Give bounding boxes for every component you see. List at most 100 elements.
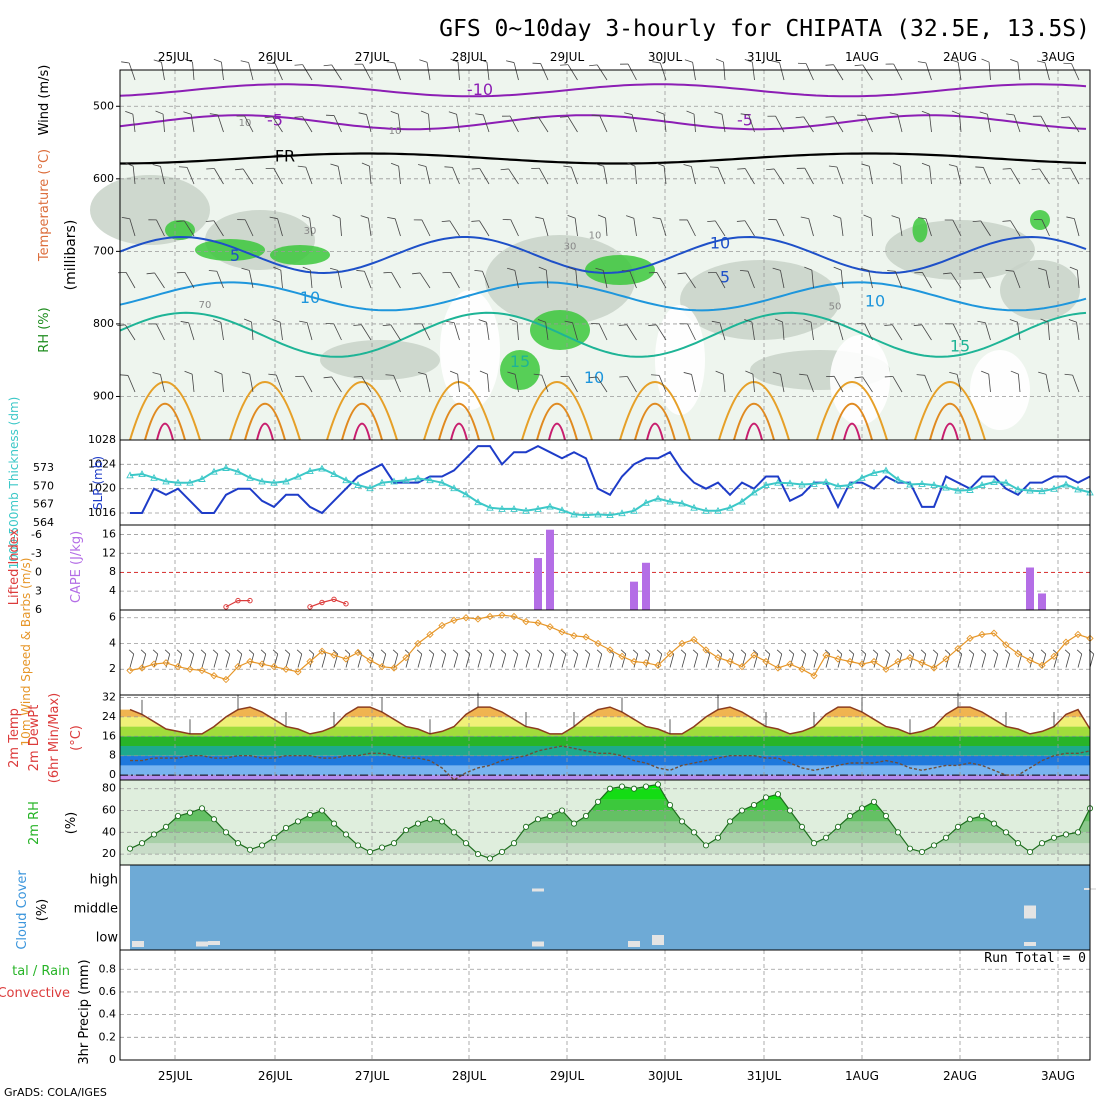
temp-contour-30 [941,422,959,441]
wind-barb [1017,322,1021,341]
wind-barb-feather [1009,319,1018,323]
wind-barb-feather [891,215,900,219]
pressure-tick-label: 600 [93,172,114,185]
wind-barb-feather [392,649,399,655]
thickness-point [462,490,470,498]
wind-barb [921,324,932,341]
rh2m-point [906,845,914,852]
wind-barb-feather [178,166,188,168]
wind-barb [297,653,303,668]
wind-barb [747,271,755,289]
wind-barb [160,374,165,393]
wind-barb-feather [680,649,687,655]
thickness-point [546,502,554,510]
wind-barb-feather [500,168,509,171]
wind-barb [441,653,447,668]
thickness-tick-label: 570 [33,479,54,492]
wind-barb [248,270,254,289]
wind-speed-point [462,614,470,622]
rh-shading [912,217,928,243]
thickness-point [1038,487,1046,495]
wind-barb-feather [921,110,930,115]
lifted-index-axis-label: Lifted Index [7,528,22,605]
thickness-point [390,477,398,485]
thickness-tick-label: 567 [33,498,54,511]
wind-barb [722,374,726,393]
date-label-bottom: 28JUL [452,1069,487,1083]
wind-barb-feather [323,64,332,67]
wind-barb-feather [332,649,339,655]
wind-barb [573,653,579,668]
thickness-point [378,478,386,486]
temp-contour-20 [914,380,986,441]
rh2m-point [1014,840,1022,847]
wind-barb-feather [972,220,981,223]
rh2m-point [150,831,158,838]
thickness-point [186,478,194,486]
wind-barb-feather [200,649,207,655]
wind-barb [251,322,254,341]
wind-barb [302,376,313,393]
wind-barb [900,166,903,185]
rh2m-point [234,840,242,847]
wind-speed-point [942,655,950,663]
wind-barb-feather [1069,266,1078,271]
wind-barb [361,376,372,393]
precip-axis-label: 3hr Precip (mm) [77,959,92,1064]
rh2m-point [318,807,326,814]
wind-barb-feather [683,164,692,167]
cloud-patch [208,941,220,945]
wind-barb-feather [353,324,362,326]
top-date-axis: 25JUL 26JUL 27JUL 28JUL 29JUL 30JUL 31JUL 1AUG 2… [158,50,1075,64]
wind-barb [242,168,254,185]
wind-barb [225,653,231,668]
thickness-point [150,473,158,481]
wind-barb-feather [1010,58,1018,63]
rh-contour-label: 10 [389,126,402,137]
rh2m-point [930,842,938,849]
cape-lifted-index-panel: 16 12 8 4 -6 -3 0 3 6 Lifted Index CAPE (J/kg) [7,524,1091,616]
wind-barb-feather [176,220,185,222]
rh-band [130,810,1090,822]
rh-shading [320,340,440,380]
wind-barb [177,653,183,668]
wind-barb [333,115,342,133]
wind-barb [705,653,711,668]
wind-barb [486,62,490,81]
wind-speed-point [906,654,914,662]
wind-speed-point [558,628,566,636]
wind-barb-feather [329,267,338,271]
temp-contour-25 [634,403,676,441]
temp-contour-30 [745,422,763,441]
wind-barb [833,376,844,393]
wind-barb [596,64,608,81]
wind-barb [541,374,549,393]
precip-tick-label: 0.6 [99,985,117,998]
wind-barb [808,218,814,237]
temp-contour-25 [341,403,383,441]
wind-barb [687,219,696,237]
date-label-top: 30JUL [648,50,683,64]
wind-barb-feather [488,649,495,655]
wind-barb [862,64,873,81]
wind-barb-feather [918,217,927,220]
wind-barb-feather [117,324,126,327]
wind-barb-feather [184,370,193,375]
rh2m-point [1038,840,1046,847]
wind-barb-feather [981,58,990,63]
wind-barb-feather [715,370,724,375]
thickness-point [234,467,242,475]
thickness-point [402,476,410,484]
wind-barb-feather [560,649,567,655]
wind-barb [513,62,519,81]
footer-credit: GrADS: COLA/IGES [4,1086,107,1099]
wind-barb-feather [863,214,872,219]
wind-barb-feather [507,371,516,375]
wind-speed-point [1050,652,1058,661]
rh2m-point [702,842,710,849]
thickness-tick-label: 564 [33,516,54,529]
temp-contour-20 [816,380,888,441]
wind-barb [602,270,608,289]
wind-barb [369,166,372,185]
